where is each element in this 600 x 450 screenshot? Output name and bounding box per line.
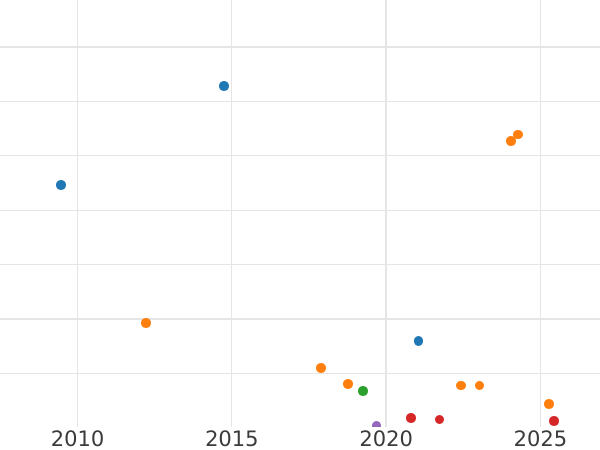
- x-tick-label: 2010: [50, 427, 105, 450]
- data-point-series-red: [549, 416, 559, 426]
- data-point-series-orange: [506, 136, 516, 146]
- gridline-horizontal: [0, 318, 600, 320]
- x-tick-label: 2015: [205, 427, 259, 450]
- data-point-series-orange: [544, 399, 554, 409]
- data-point-series-purple: [371, 421, 382, 427]
- gridline-horizontal: [0, 155, 600, 157]
- data-point-series-red: [434, 414, 445, 425]
- x-axis: 2010 2015 2020 2025: [0, 428, 600, 450]
- x-tick-label: 2025: [513, 427, 568, 450]
- data-point-series-orange: [474, 380, 485, 391]
- data-point-series-red: [406, 413, 416, 423]
- gridline-vertical: [385, 0, 387, 427]
- gridline-horizontal: [0, 263, 600, 266]
- gridline-horizontal: [0, 46, 600, 48]
- data-point-series-blue: [56, 180, 66, 190]
- data-point-series-blue: [219, 81, 229, 91]
- gridline-vertical: [231, 0, 233, 427]
- gridline-vertical: [76, 0, 79, 427]
- gridline-horizontal: [0, 209, 600, 211]
- gridline-horizontal: [0, 100, 600, 103]
- data-point-series-orange: [456, 380, 466, 391]
- data-point-series-green: [358, 386, 368, 396]
- data-point-series-orange: [316, 363, 326, 373]
- data-point-series-orange: [343, 379, 353, 389]
- data-point-series-orange: [513, 129, 523, 140]
- data-point-series-blue: [413, 336, 424, 346]
- gridline-vertical: [539, 0, 542, 427]
- plot-area: [0, 0, 600, 427]
- data-point-series-orange: [141, 318, 151, 328]
- gridline-horizontal: [0, 372, 600, 375]
- x-tick-label: 2020: [359, 427, 413, 450]
